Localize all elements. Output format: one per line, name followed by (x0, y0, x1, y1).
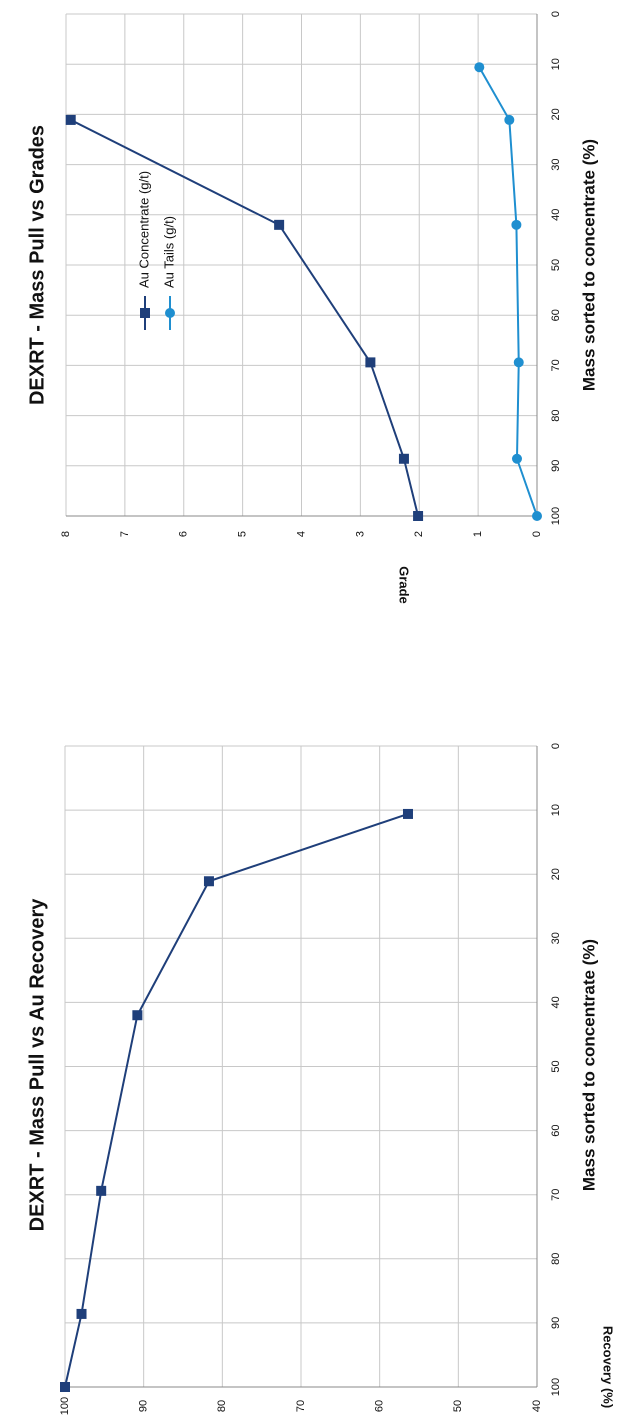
y-tick-label: 3 (354, 531, 366, 537)
chart-title: DEXRT - Mass Pull vs Grades (26, 125, 48, 405)
x-tick-label: 90 (550, 460, 562, 472)
x-tick-label: 60 (550, 1124, 562, 1136)
x-tick-label: 30 (550, 158, 562, 170)
y-tick-label: 6 (178, 531, 190, 537)
legend-label: Au Concentrate (g/t) (136, 171, 151, 288)
x-axis-title: Mass sorted to concentrate (%) (579, 939, 598, 1191)
series-line (478, 66, 538, 517)
x-tick-label: 0 (550, 743, 562, 749)
data-point-circle (513, 357, 524, 368)
data-point-circle (504, 114, 515, 125)
y-tick-label: 2 (413, 531, 425, 537)
data-point-square (132, 1010, 143, 1021)
data-point-square (398, 453, 409, 464)
y-tick-label: 100 (59, 1397, 71, 1415)
x-tick-label: 20 (550, 108, 562, 120)
x-tick-label: 20 (550, 868, 562, 880)
legend-marker (140, 308, 150, 318)
x-tick-label: 100 (550, 1378, 562, 1396)
data-point-square (365, 357, 376, 368)
y-tick-label: 5 (237, 531, 249, 537)
legend-marker (165, 308, 175, 318)
y-tick-label: 60 (374, 1400, 386, 1412)
data-point-circle (474, 62, 485, 73)
y-axis-title: Recovery (%) (601, 1326, 616, 1408)
y-tick-label: 0 (531, 531, 543, 537)
x-tick-label: 100 (550, 507, 562, 525)
recovery-chart: 0 10 20 30 40 50 60 70 80 90 100 40 50 60 70 80 90 100 DEX… (26, 743, 615, 1415)
x-tick-label: 60 (550, 309, 562, 321)
x-tick-label: 10 (550, 58, 562, 70)
x-axis-title: Mass sorted to concentrate (%) (579, 139, 598, 391)
data-point-square (413, 511, 424, 521)
x-tick-label: 90 (550, 1317, 562, 1329)
x-tick-label: 10 (550, 804, 562, 816)
chart-title: DEXRT - Mass Pull vs Au Recovery (26, 898, 48, 1232)
x-tick-label: 80 (550, 409, 562, 421)
legend-label: Au Tails (g/t) (161, 216, 176, 288)
series-line (70, 119, 420, 517)
data-point-square (96, 1185, 107, 1196)
y-tick-label: 40 (531, 1400, 543, 1412)
data-point-square (402, 808, 413, 819)
data-point-circle (511, 219, 522, 230)
data-point-square (203, 876, 214, 887)
x-tick-label: 50 (550, 1060, 562, 1072)
x-tick-label: 40 (550, 996, 562, 1008)
data-point-circle (511, 453, 522, 464)
series-line (64, 812, 409, 1388)
x-tick-label: 80 (550, 1253, 562, 1265)
y-tick-label: 80 (216, 1400, 228, 1412)
y-tick-label: 90 (138, 1400, 150, 1412)
y-tick-label: 1 (472, 531, 484, 537)
x-tick-label: 30 (550, 932, 562, 944)
grade-chart: 0 10 20 30 40 50 60 70 80 90 100 0 1 2 3 4 5 6 7 8 DEXRT - M… (26, 11, 598, 604)
data-point-square (60, 1382, 70, 1392)
data-point-square (76, 1308, 87, 1319)
y-tick-label: 50 (452, 1400, 464, 1412)
y-tick-label: 8 (60, 531, 72, 537)
data-point-circle (532, 511, 542, 521)
y-tick-label: 70 (295, 1400, 307, 1412)
data-point-square (274, 219, 285, 230)
x-tick-label: 40 (550, 209, 562, 221)
y-tick-label: 4 (295, 531, 307, 537)
data-point-square (65, 114, 76, 125)
x-tick-label: 70 (550, 359, 562, 371)
x-tick-label: 50 (550, 259, 562, 271)
x-tick-label: 70 (550, 1189, 562, 1201)
y-tick-label: 7 (119, 531, 131, 537)
y-axis-title: Grade (397, 566, 412, 604)
x-tick-label: 0 (550, 11, 562, 17)
